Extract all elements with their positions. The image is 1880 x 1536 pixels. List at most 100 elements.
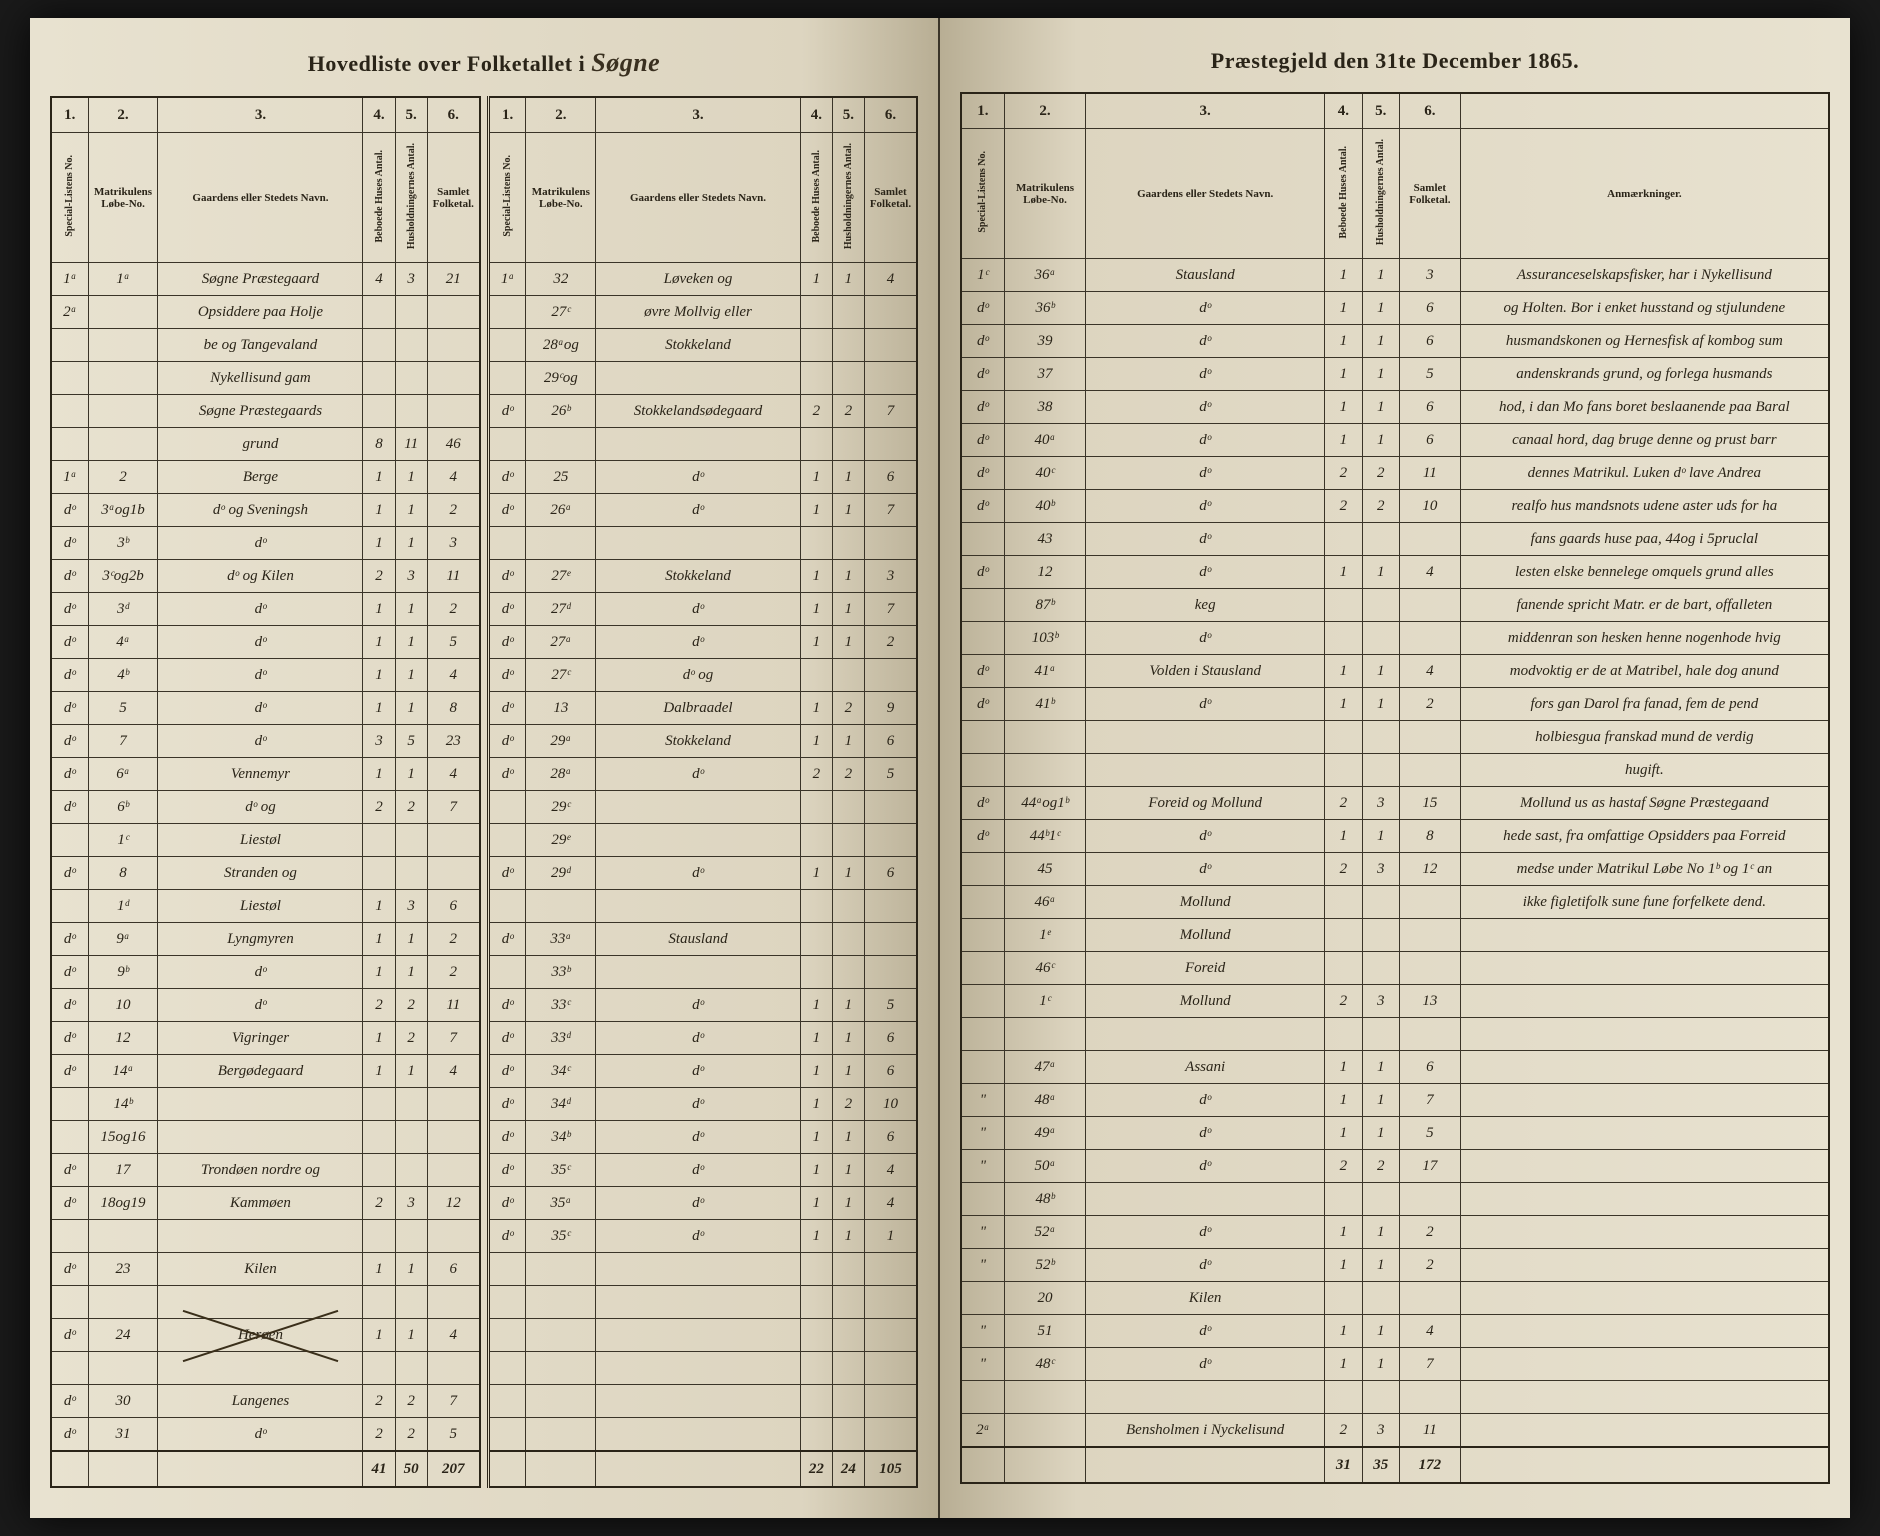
remarks: andenskrands grund, og forlega husmands [1460,358,1829,391]
table-row: dᵒ24Herøen114 [51,1319,480,1352]
spec-no [961,985,1004,1018]
folketal: 4 [427,758,480,791]
households: 1 [395,626,427,659]
place-name: dᵒ [1086,325,1325,358]
households: 2 [1362,490,1399,523]
lobe-no: 9ᵃ [88,923,158,956]
houses: 1 [1325,1249,1362,1282]
folketal: 12 [1400,853,1461,886]
lobe-no: 3ᵇ [88,527,158,560]
folketal: 4 [1400,1315,1461,1348]
spec-no: dᵒ [488,593,526,626]
place-name: Assani [1086,1051,1325,1084]
households [1362,1282,1399,1315]
spec-no [51,890,88,923]
spec-no [488,956,526,989]
spec-no [961,1282,1004,1315]
houses: 1 [363,659,395,692]
spec-no [51,824,88,857]
folketal [427,1352,480,1385]
lobe-no: 2 [88,461,158,494]
folketal: 17 [1400,1150,1461,1183]
houses: 1 [1325,556,1362,589]
table-row: dᵒ35ᶜdᵒ114 [488,1154,917,1187]
table-row: dᵒ3ᶜog2bdᵒ og Kilen2311 [51,560,480,593]
spec-no: dᵒ [51,956,88,989]
spec-no [488,1319,526,1352]
lobe-no: 3ᵃog1b [88,494,158,527]
place-name: dᵒ [1086,688,1325,721]
folketal: 2 [427,923,480,956]
table-row: dᵒ10dᵒ2211 [51,989,480,1022]
folketal [1400,1282,1461,1315]
place-name [1086,1018,1325,1051]
folketal [864,956,917,989]
households: 1 [832,263,864,296]
remarks [1460,1117,1829,1150]
households [1362,1381,1399,1414]
folketal: 5 [1400,358,1461,391]
folketal: 5 [427,1418,480,1452]
table-row: dᵒ17Trondøen nordre og [51,1154,480,1187]
place-name: dᵒ [158,527,363,560]
spec-no: " [961,1348,1004,1381]
table-row: dᵒ26ᵇStokkelandsødegaard227 [488,395,917,428]
table-row: dᵒ34ᵈdᵒ1210 [488,1088,917,1121]
spec-no: dᵒ [488,923,526,956]
lobe-no: 29ᵈ [526,857,596,890]
houses: 1 [1325,688,1362,721]
spec-no [488,1385,526,1418]
lobe-no: 1ᵃ [88,263,158,296]
place-name [596,1253,801,1286]
table-row: dᵒ12Vigringer127 [51,1022,480,1055]
place-name: dᵒ [1086,1216,1325,1249]
sum-c2: 105 [864,1451,917,1487]
lobe-no: 27ᶜ [526,296,596,329]
lobe-no [526,527,596,560]
hdr-4: 4. [363,97,395,133]
lobe-no: 46ᶜ [1004,952,1085,985]
place-name: Stausland [1086,259,1325,292]
spec-no: dᵒ [488,395,526,428]
table-row: 103ᵇdᵒmiddenran son hesken henne nogenho… [961,622,1829,655]
houses: 2 [1325,1414,1362,1448]
table-row: "49ᵃdᵒ115 [961,1117,1829,1150]
folketal: 7 [427,1022,480,1055]
houses [800,890,832,923]
lobe-no [1004,1018,1085,1051]
folketal: 2 [1400,688,1461,721]
spec-no: dᵒ [961,391,1004,424]
folketal [864,1286,917,1319]
spec-no: dᵒ [51,1385,88,1418]
place-name: Mollund [1086,985,1325,1018]
place-name: dᵒ [158,692,363,725]
houses: 1 [800,857,832,890]
households [395,329,427,362]
place-name: dᵒ [1086,1249,1325,1282]
houses: 1 [363,461,395,494]
subhdr-2b: Matrikulens Løbe-No. [526,133,596,263]
spec-no [961,1018,1004,1051]
place-name: dᵒ og [596,659,801,692]
table-row: "48ᶜdᵒ117 [961,1348,1829,1381]
spec-no: dᵒ [488,1220,526,1253]
households: 1 [832,1220,864,1253]
place-name: dᵒ [1086,1117,1325,1150]
houses [800,1385,832,1418]
remarks: canaal hord, dag bruge denne og prust ba… [1460,424,1829,457]
spec-no: 1ᵃ [51,263,88,296]
lobe-no: 3ᵈ [88,593,158,626]
folketal: 11 [427,989,480,1022]
place-name: Stokkelandsødegaard [596,395,801,428]
lobe-no: 27ᵃ [526,626,596,659]
households [395,1352,427,1385]
folketal: 4 [864,1154,917,1187]
sum-a: 41 [363,1451,395,1487]
table-row: Søgne Præstegaards [51,395,480,428]
sum-b2: 24 [832,1451,864,1487]
households: 2 [1362,457,1399,490]
lobe-no: 40ᵃ [1004,424,1085,457]
households: 3 [395,1187,427,1220]
houses [363,1121,395,1154]
folketal: 6 [1400,391,1461,424]
